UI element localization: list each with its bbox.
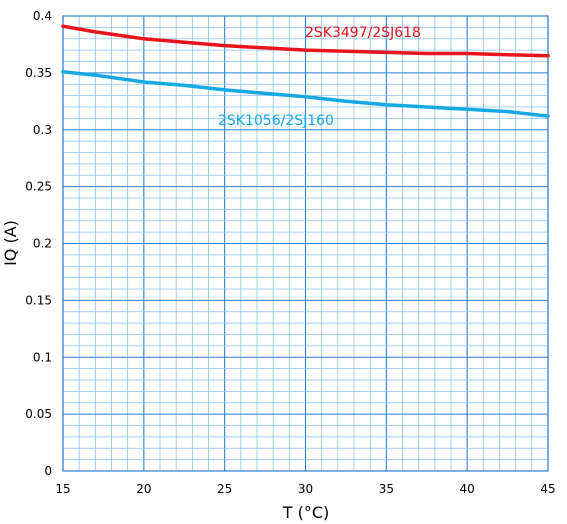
- y-tick-label: 0: [44, 464, 52, 478]
- x-tick-label: 40: [460, 482, 475, 496]
- plot-frame: [62, 15, 549, 472]
- series-line-1: [61, 69, 550, 118]
- tick-labels: 15 20 25 30 35 40 45 0 0.05 0.1 0.15 0.2 0.25 0.3 0.35…: [25, 9, 555, 496]
- x-tick-label: 45: [540, 482, 555, 496]
- series-label-2sk3497: 2SK3497/2SJ618: [305, 25, 421, 41]
- y-tick-label: 0.05: [25, 407, 52, 421]
- x-tick-label: 15: [55, 482, 70, 496]
- series-label-2sk1056: 2SK1056/2SJ160: [218, 113, 334, 129]
- y-tick-label: 0.2: [33, 237, 52, 251]
- x-tick-label: 20: [136, 482, 151, 496]
- y-tick-label: 0.4: [33, 9, 52, 23]
- grid: [62, 15, 549, 472]
- y-tick-label: 0.25: [25, 180, 52, 194]
- y-tick-label: 0.3: [33, 123, 52, 137]
- y-axis-title: IQ (A): [1, 220, 20, 266]
- x-tick-label: 30: [298, 482, 313, 496]
- series-line-0: [61, 24, 550, 58]
- y-tick-label: 0.1: [33, 350, 52, 364]
- series-layer: [61, 24, 550, 118]
- x-tick-label: 25: [217, 482, 232, 496]
- x-axis-title: T (°C): [282, 503, 330, 522]
- x-tick-label: 35: [379, 482, 394, 496]
- y-tick-label: 0.35: [25, 66, 52, 80]
- y-tick-label: 0.15: [25, 293, 52, 307]
